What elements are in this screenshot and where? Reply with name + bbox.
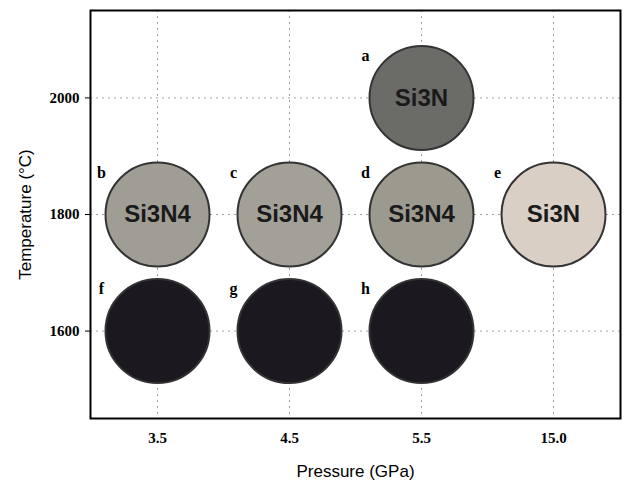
svg-text:c: c bbox=[230, 164, 237, 181]
svg-text:Pressure (GPa): Pressure (GPa) bbox=[296, 462, 414, 481]
svg-text:3.5: 3.5 bbox=[148, 430, 167, 446]
svg-text:Si3N4: Si3N4 bbox=[124, 200, 191, 227]
svg-text:d: d bbox=[361, 164, 370, 181]
svg-text:e: e bbox=[494, 164, 501, 181]
svg-text:Si3N4: Si3N4 bbox=[388, 200, 455, 227]
svg-text:2000: 2000 bbox=[50, 90, 80, 106]
svg-text:h: h bbox=[361, 280, 370, 297]
svg-text:f: f bbox=[99, 280, 105, 297]
svg-text:15.0: 15.0 bbox=[540, 430, 566, 446]
svg-text:Si3N4: Si3N4 bbox=[256, 200, 323, 227]
svg-text:Temperature (°C): Temperature (°C) bbox=[16, 149, 35, 280]
svg-text:4.5: 4.5 bbox=[280, 430, 299, 446]
svg-text:a: a bbox=[362, 47, 370, 64]
svg-text:1800: 1800 bbox=[50, 206, 80, 222]
svg-text:1600: 1600 bbox=[50, 323, 80, 339]
svg-text:Si3N: Si3N bbox=[527, 200, 580, 227]
svg-text:b: b bbox=[97, 164, 106, 181]
svg-text:g: g bbox=[230, 280, 238, 298]
svg-text:Si3N: Si3N bbox=[395, 84, 448, 111]
svg-text:5.5: 5.5 bbox=[412, 430, 431, 446]
